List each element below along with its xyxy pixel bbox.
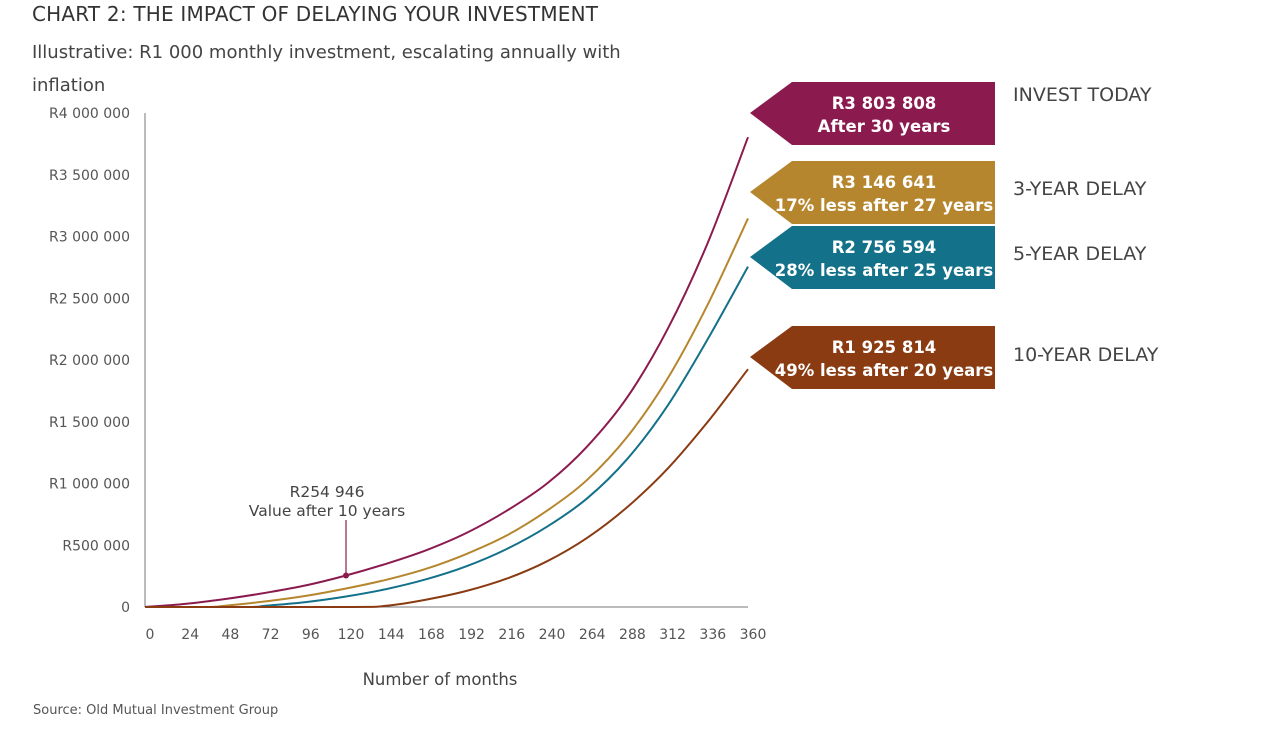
series-line: [144, 217, 749, 608]
series-flag-note: 28% less after 25 years: [775, 261, 994, 280]
series-line: [144, 266, 749, 608]
series-flag-note: 17% less after 27 years: [775, 196, 994, 215]
y-tick-label: 0: [121, 600, 130, 616]
x-axis-title: Number of months: [363, 670, 518, 689]
source-note: Source: Old Mutual Investment Group: [33, 703, 279, 718]
y-tick-label: R3 000 000: [49, 230, 130, 246]
y-tick-label: R3 500 000: [49, 168, 130, 184]
y-tick-label: R1 000 000: [49, 477, 130, 493]
axes: [144, 113, 748, 608]
y-tick-label: R2 500 000: [49, 291, 130, 307]
y-tick-labels: 0 R500 000 R1 000 000 R1 500 000 R2 000 000 R…: [49, 106, 130, 616]
series-flag-note: 49% less after 20 years: [775, 361, 994, 380]
x-tick-label: 264: [579, 627, 606, 643]
x-tick-label: 216: [498, 627, 525, 643]
series-lines: [144, 136, 749, 609]
series-flag: [750, 161, 995, 224]
x-tick-label: 336: [699, 627, 726, 643]
annotation-value: R254 946: [290, 483, 365, 501]
x-tick-label: 0: [146, 627, 155, 643]
series-flag: [750, 82, 995, 145]
x-tick-label: 240: [539, 627, 566, 643]
x-tick-label: 120: [338, 627, 365, 643]
series-legend-label: 10-YEAR DELAY: [1013, 344, 1159, 366]
x-tick-label: 48: [221, 627, 239, 643]
x-tick-labels: 0 24 48 72 96 120 144 168 192 216 240 264 288 312 336 3…: [146, 627, 767, 643]
x-tick-label: 192: [458, 627, 485, 643]
series-flags: R3 803 808 After 30 years INVEST TODAY R3 1…: [750, 82, 1159, 389]
x-tick-label: 72: [262, 627, 280, 643]
series-flag-value: R2 756 594: [832, 238, 937, 257]
chart-title: CHART 2: THE IMPACT OF DELAYING YOUR INV…: [32, 2, 599, 26]
annotation-note: Value after 10 years: [249, 502, 405, 520]
series-flag: [750, 326, 995, 389]
series-legend-label: 5-YEAR DELAY: [1013, 243, 1147, 265]
x-tick-label: 96: [302, 627, 320, 643]
x-tick-label: 288: [619, 627, 646, 643]
series-flag-value: R3 146 641: [832, 173, 937, 192]
series-flag: [750, 226, 995, 289]
y-tick-label: R4 000 000: [49, 106, 130, 122]
series-flag-value: R3 803 808: [832, 94, 937, 113]
series-legend-label: 3-YEAR DELAY: [1013, 178, 1147, 200]
x-tick-label: 24: [181, 627, 199, 643]
x-tick-label: 168: [418, 627, 445, 643]
y-tick-label: R1 500 000: [49, 415, 130, 431]
series-legend-label: INVEST TODAY: [1013, 84, 1152, 106]
x-tick-label: 360: [740, 627, 767, 643]
x-tick-label: 144: [378, 627, 405, 643]
y-tick-label: R2 000 000: [49, 353, 130, 369]
y-tick-label: R500 000: [62, 538, 130, 554]
series-flag-note: After 30 years: [818, 117, 951, 136]
series-line: [144, 136, 749, 608]
series-flag-value: R1 925 814: [832, 338, 937, 357]
chart-subtitle: Illustrative: R1 000 monthly investment,…: [32, 42, 621, 96]
x-tick-label: 312: [659, 627, 686, 643]
annotation-marker: [343, 572, 349, 579]
series-line: [144, 368, 749, 609]
